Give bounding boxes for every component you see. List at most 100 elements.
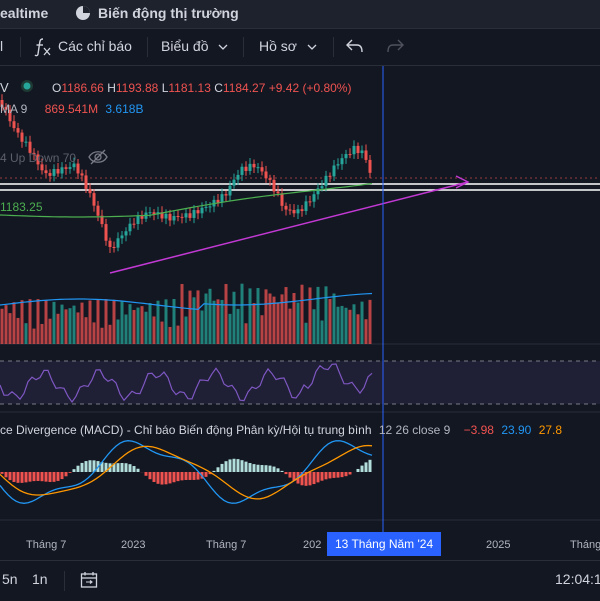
volume-bar — [137, 308, 140, 344]
macd-params: 12 26 close 9 — [379, 423, 450, 437]
macd-histogram-bar — [313, 472, 316, 484]
candle-body — [333, 165, 336, 176]
volume-bar — [101, 328, 104, 344]
candle-body — [61, 167, 64, 173]
close-value: 1184.27 — [223, 81, 266, 95]
volume-bar — [25, 323, 28, 344]
candle-body — [345, 154, 348, 158]
candle-body — [65, 167, 68, 169]
ma-value-1: 869.541M — [45, 102, 98, 116]
candle-body — [329, 176, 332, 177]
volume-bar — [337, 307, 340, 344]
macd-histogram-bar — [33, 472, 36, 481]
candle-body — [69, 167, 72, 169]
candle-body — [129, 224, 132, 232]
trend-line[interactable] — [110, 182, 468, 273]
volume-bar — [93, 322, 96, 344]
macd-histogram-bar — [121, 463, 124, 472]
macd-histogram-bar — [369, 460, 372, 472]
volume-bar — [153, 316, 156, 344]
volume-bar — [57, 314, 60, 344]
macd-histogram-bar — [341, 472, 344, 477]
volume-bar — [169, 327, 172, 344]
profile-button[interactable]: Hồ sơ — [259, 38, 297, 54]
volume-bar — [321, 320, 324, 344]
macd-histogram-bar — [205, 472, 208, 477]
x-axis-label: Tháng 7 — [206, 539, 246, 551]
volume-bar — [209, 289, 212, 344]
tab-realtime[interactable]: ealtime — [0, 5, 48, 21]
x-axis-label: Tháng — [570, 539, 600, 551]
volume-bar — [69, 308, 72, 344]
chart-toolbar: l Các chỉ báo Biểu đồ Hồ sơ — [0, 29, 600, 66]
candle-body — [357, 146, 360, 153]
chevron-down-icon[interactable] — [307, 44, 317, 50]
volume-ma-legend: MA 9 869.541M 3.618B — [0, 102, 143, 116]
candle-body — [117, 238, 120, 247]
updown-legend: 4 Up Down 70 — [0, 151, 76, 165]
fx-icon[interactable] — [34, 37, 52, 57]
open-value: 1186.66 — [61, 81, 104, 95]
volume-bar — [117, 319, 120, 344]
redo-icon[interactable] — [386, 39, 404, 53]
macd-histogram-bar — [217, 467, 220, 472]
undo-icon[interactable] — [346, 39, 364, 53]
x-axis-label: 2025 — [486, 539, 510, 551]
macd-histogram-bar — [37, 472, 40, 481]
volume-bar — [89, 300, 92, 344]
macd-histogram-bar — [81, 463, 84, 472]
price-chart[interactable] — [0, 66, 600, 560]
volume-bar — [361, 302, 364, 344]
volume-bar — [189, 291, 192, 344]
candle-body — [189, 213, 192, 218]
macd-value-3: 27.8 — [539, 423, 562, 437]
candle-body — [237, 175, 240, 180]
volume-bar — [197, 290, 200, 344]
toolbar-divider — [64, 571, 65, 591]
candle-body — [281, 193, 284, 206]
candle-body — [265, 171, 268, 178]
x-axis-label: 202 — [303, 539, 321, 551]
range-5y-button[interactable]: 5n — [2, 571, 18, 587]
volume-bar — [301, 285, 304, 344]
candle-body — [301, 209, 304, 211]
eye-off-icon[interactable] — [89, 150, 107, 164]
volume-bar — [45, 300, 48, 344]
calendar-range-icon[interactable] — [80, 571, 98, 589]
volume-bar — [29, 299, 32, 344]
volume-bar — [345, 308, 348, 344]
macd-histogram-bar — [365, 462, 368, 472]
symbol-name[interactable]: V — [0, 80, 9, 95]
macd-histogram-bar — [321, 472, 324, 481]
volume-bar — [285, 287, 288, 344]
macd-histogram-bar — [25, 472, 28, 482]
macd-histogram-bar — [173, 472, 176, 482]
macd-histogram-bar — [41, 472, 44, 481]
macd-histogram-bar — [189, 472, 192, 480]
candle-body — [205, 207, 208, 208]
macd-histogram-bar — [337, 472, 340, 478]
toolbar-partial-item[interactable]: l — [0, 38, 3, 54]
candle-body — [197, 210, 200, 213]
macd-histogram-bar — [117, 463, 120, 472]
macd-histogram-bar — [213, 471, 216, 472]
macd-histogram-bar — [53, 472, 56, 482]
candle-body — [289, 210, 292, 211]
candle-body — [81, 173, 84, 175]
macd-histogram-bar — [85, 461, 88, 472]
tab-market-movement[interactable]: Biến động thị trường — [98, 5, 239, 21]
candle-body — [49, 173, 52, 176]
macd-histogram-bar — [357, 469, 360, 472]
macd-histogram-bar — [69, 472, 72, 473]
candle-body — [321, 186, 324, 188]
volume-bar — [341, 306, 344, 344]
chart-type-button[interactable]: Biểu đồ — [161, 38, 208, 54]
candle-body — [201, 208, 204, 213]
macd-legend: ce Divergence (MACD) - Chỉ báo Biến động… — [0, 423, 562, 437]
bottom-toolbar: 5n 1n 12:04:1 — [0, 560, 600, 601]
chevron-down-icon[interactable] — [218, 44, 228, 50]
indicators-button[interactable]: Các chỉ báo — [58, 38, 132, 54]
macd-histogram — [1, 459, 372, 486]
macd-histogram-bar — [349, 472, 352, 474]
range-1y-button[interactable]: 1n — [32, 571, 48, 587]
